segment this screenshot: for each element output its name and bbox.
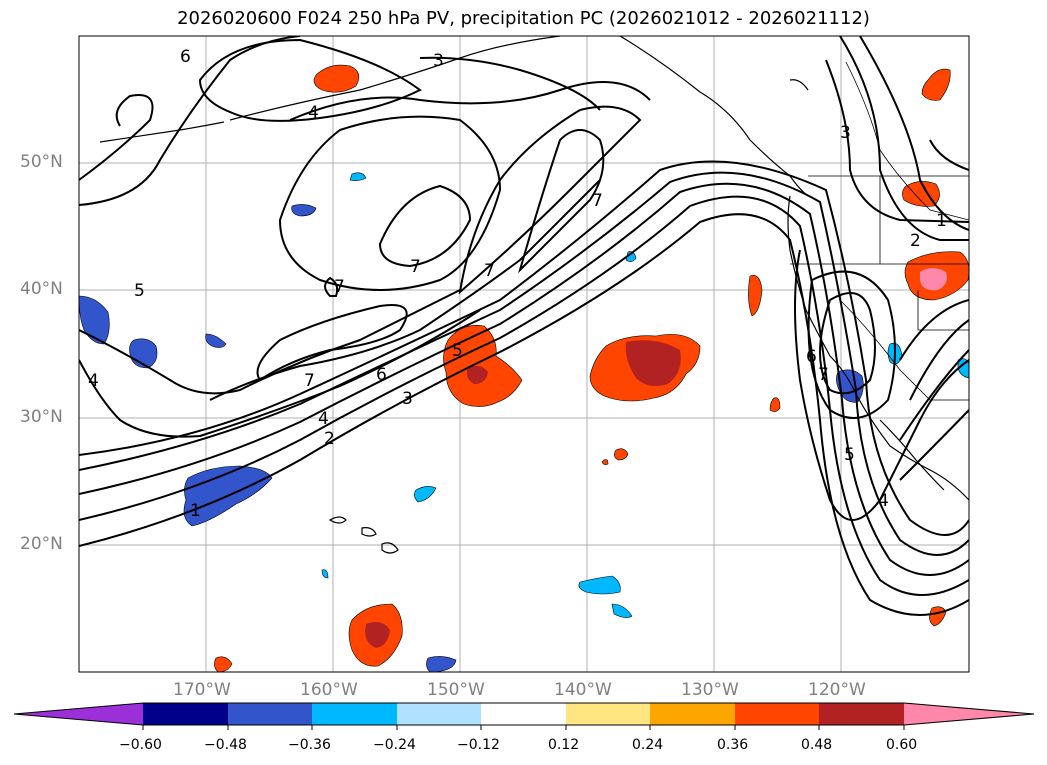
colorbar-segment bbox=[481, 703, 566, 725]
contour-label: 6 bbox=[180, 47, 191, 67]
colorbar-min-extend bbox=[14, 703, 143, 725]
lat-label: 20°N bbox=[20, 534, 63, 554]
colorbar-tick-label: 0.36 bbox=[717, 737, 749, 753]
colorbar-tick-label: 0.48 bbox=[801, 737, 833, 753]
lon-label: 140°W bbox=[554, 680, 612, 700]
colorbar-segment bbox=[397, 703, 481, 725]
contour-label: 7 bbox=[592, 191, 603, 211]
contour-label: 4 bbox=[88, 371, 99, 391]
lon-label: 160°W bbox=[300, 680, 358, 700]
colorbar-tick-label: 0.12 bbox=[548, 737, 580, 753]
colorbar-tick-label: −0.12 bbox=[457, 737, 500, 753]
contour-labels: 6 3 4 1 2 3 7 7 7 7 6 7 4 3 2 5 1 4 5 6 … bbox=[88, 47, 947, 521]
contour-label: 5 bbox=[134, 281, 145, 301]
colorbar-tick-label: 0.60 bbox=[886, 737, 918, 753]
colorbar-tick-label: −0.24 bbox=[373, 737, 416, 753]
contour-label: 7 bbox=[484, 261, 495, 281]
contour-label: 7 bbox=[334, 277, 345, 297]
colorbar-segment bbox=[819, 703, 904, 725]
contour-label: 6 bbox=[806, 347, 817, 367]
colorbar-tick-label: 0.24 bbox=[632, 737, 664, 753]
contour-label: 7 bbox=[818, 365, 829, 385]
colorbar-segment bbox=[650, 703, 735, 725]
contour-label: 1 bbox=[190, 501, 201, 521]
contour-label: 7 bbox=[304, 371, 315, 391]
pv-contours bbox=[79, 36, 969, 616]
contour-label: 4 bbox=[308, 103, 319, 123]
colorbar-segment bbox=[312, 703, 397, 725]
contour-label: 3 bbox=[840, 123, 851, 143]
contour-label: 3 bbox=[402, 389, 413, 409]
contour-label: 4 bbox=[318, 409, 329, 429]
contour-label: 5 bbox=[452, 341, 463, 361]
contour-label: 1 bbox=[936, 211, 947, 231]
colorbar-max-extend bbox=[904, 703, 1034, 725]
contour-label: 3 bbox=[433, 51, 444, 71]
contour-label: 4 bbox=[878, 491, 889, 511]
contour-label: 2 bbox=[324, 429, 335, 449]
map-frame bbox=[78, 35, 970, 673]
lat-label: 50°N bbox=[20, 152, 63, 172]
colorbar-tick-label: −0.36 bbox=[288, 737, 331, 753]
lat-label: 40°N bbox=[20, 279, 63, 299]
colorbar-segment bbox=[735, 703, 819, 725]
colorbar bbox=[13, 702, 1035, 730]
colorbar-tick-label: −0.48 bbox=[204, 737, 247, 753]
colorbar-segment bbox=[143, 703, 228, 725]
colorbar-tick-label: −0.60 bbox=[119, 737, 162, 753]
lat-label: 30°N bbox=[20, 407, 63, 427]
lon-label: 150°W bbox=[427, 680, 485, 700]
contour-label: 6 bbox=[376, 365, 387, 385]
map-title: 2026020600 F024 250 hPa PV, precipitatio… bbox=[177, 8, 870, 29]
precip-positive-areas bbox=[214, 64, 969, 672]
contour-label: 5 bbox=[844, 445, 855, 465]
lon-label: 170°W bbox=[173, 680, 231, 700]
lon-label: 120°W bbox=[808, 680, 866, 700]
contour-label: 2 bbox=[910, 231, 921, 251]
colorbar-segment bbox=[566, 703, 650, 725]
lon-label: 130°W bbox=[681, 680, 739, 700]
colorbar-segment bbox=[228, 703, 312, 725]
contour-label: 7 bbox=[410, 257, 421, 277]
